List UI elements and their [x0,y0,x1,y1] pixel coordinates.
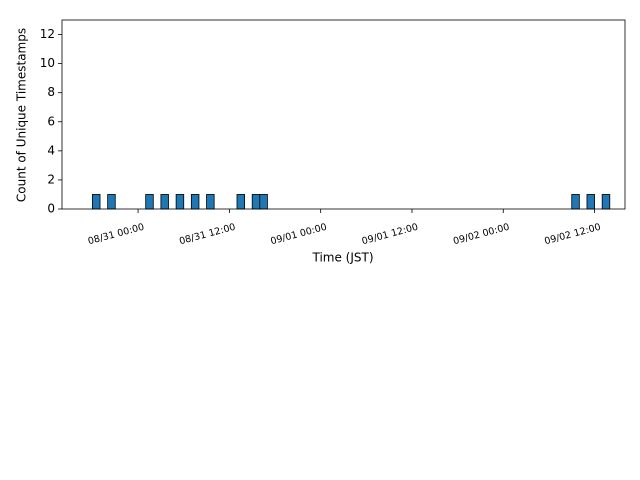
bar [206,194,215,210]
y-tick-label: 6 [47,114,55,128]
bar [92,194,101,210]
x-tick-label: 08/31 12:00 [178,222,237,248]
bar [259,194,268,210]
bar [601,194,611,210]
bar [145,194,154,210]
x-axis-label: Time (JST) [311,251,373,265]
y-tick-label: 0 [47,202,55,216]
x-tick-label: 09/01 00:00 [269,222,328,248]
x-tick-label: 09/02 00:00 [452,222,511,248]
bar [586,194,595,210]
x-tick-label: 09/01 12:00 [361,222,420,248]
bar [175,194,185,210]
bar [107,194,116,210]
bar [236,194,245,210]
y-tick-label: 8 [47,85,55,99]
bar [190,194,200,210]
y-tick-label: 12 [40,27,55,41]
x-tick-label: 09/02 12:00 [543,222,602,248]
bar [160,194,169,210]
y-tick-label: 2 [47,172,55,186]
bar [251,194,261,210]
y-tick-label: 4 [47,143,55,157]
y-tick-label: 10 [40,56,55,70]
plot-frame [61,19,626,210]
y-axis-label: Count of Unique Timestamps [15,28,29,202]
bar [571,194,580,210]
x-tick-label: 08/31 00:00 [87,222,146,248]
